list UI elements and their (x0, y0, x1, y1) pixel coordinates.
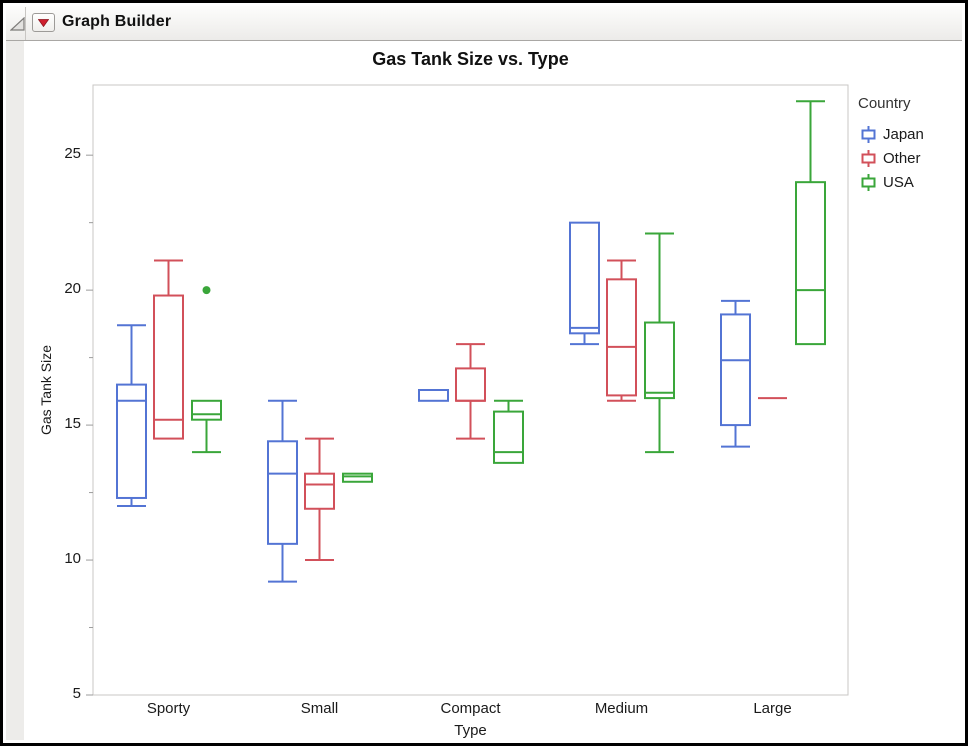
outlier-point-usa[interactable] (202, 286, 211, 295)
boxplot-glyph-icon (861, 125, 876, 143)
boxplot-other-medium[interactable] (606, 259, 637, 402)
y-tick-label-10: 10 (64, 550, 81, 568)
category-label-sporty: Sporty (146, 700, 191, 717)
legend: Country Japan Other USA (856, 95, 924, 194)
boxplot-japan-medium[interactable] (569, 221, 600, 346)
y-tick-label-25: 25 (64, 145, 81, 163)
x-axis-title: Type (454, 722, 487, 739)
boxplot-japan-small[interactable] (267, 399, 298, 583)
category-label-medium: Medium (594, 700, 649, 717)
category-label-compact: Compact (440, 700, 501, 717)
boxplot-usa-large[interactable] (795, 100, 826, 346)
red-triangle-menu-button[interactable] (32, 13, 55, 32)
outline-rail (6, 41, 24, 740)
category-label-large: Large (753, 700, 792, 717)
legend-title: Country (858, 95, 911, 112)
y-tick-label-5: 5 (72, 685, 81, 702)
boxplot-usa-small[interactable] (342, 472, 373, 483)
y-tick-label-15: 15 (64, 415, 81, 433)
boxplot-other-compact[interactable] (455, 343, 486, 440)
boxplot-other-sporty[interactable] (153, 259, 184, 440)
plot-area (86, 84, 849, 696)
disclosure-triangle-icon[interactable] (9, 16, 25, 31)
legend-item-japan[interactable]: Japan (861, 122, 924, 146)
boxplot-other-small[interactable] (304, 437, 335, 562)
plot-frame (92, 84, 849, 696)
boxplot-usa-medium[interactable] (644, 232, 675, 454)
legend-item-usa[interactable]: USA (861, 170, 924, 194)
legend-items: Japan Other USA (856, 122, 924, 194)
boxplot-japan-compact[interactable] (418, 389, 449, 402)
boxplot-glyph-icon (861, 149, 876, 167)
boxplot-usa-compact[interactable] (493, 399, 524, 464)
category-label-small: Small (300, 700, 339, 717)
legend-item-label: Other (883, 149, 921, 167)
y-tick-label-20: 20 (64, 280, 81, 298)
boxplot-japan-sporty[interactable] (116, 324, 147, 508)
legend-item-label: Japan (883, 125, 924, 143)
chart-title: Gas Tank Size vs. Type (372, 49, 569, 69)
window-title: Graph Builder (62, 13, 172, 30)
report-titlebar: Graph Builder (6, 6, 962, 41)
boxplot-japan-large[interactable] (720, 299, 751, 448)
legend-item-label: USA (883, 173, 914, 191)
boxplot-usa-sporty[interactable] (191, 399, 222, 454)
red-triangle-icon (38, 18, 49, 27)
y-axis-title: Gas Tank Size (38, 344, 54, 436)
legend-item-other[interactable]: Other (861, 146, 924, 170)
boxplot-glyph-icon (861, 173, 876, 191)
